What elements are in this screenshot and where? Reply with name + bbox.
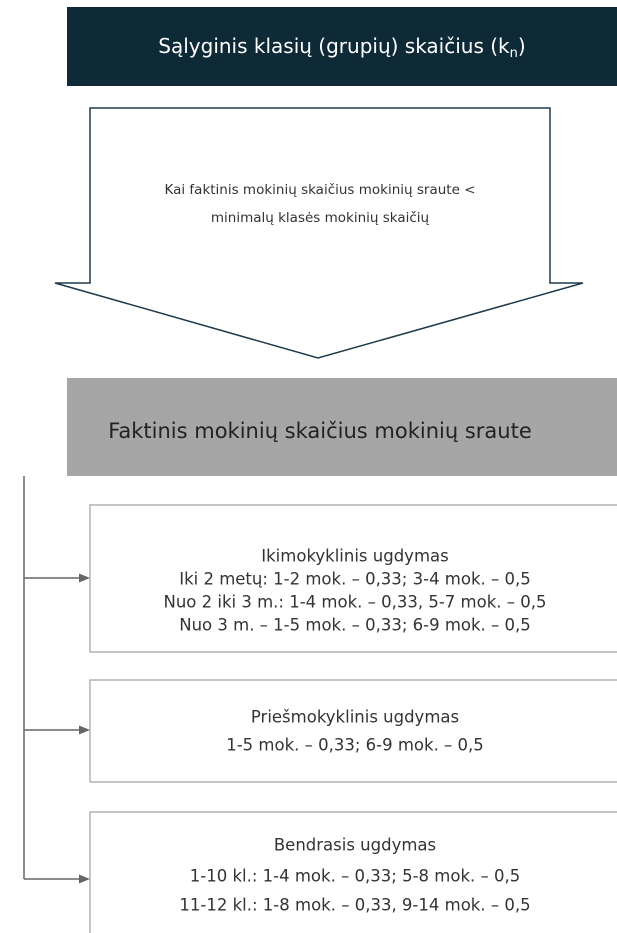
- branch-line: Ikimokyklinis ugdymas: [261, 547, 448, 566]
- branch-line: Nuo 2 iki 3 m.: 1-4 mok. – 0,33, 5-7 mok…: [164, 593, 547, 612]
- header-box: [67, 7, 617, 86]
- branch-box: [89, 504, 617, 653]
- header-title: Sąlyginis klasių (grupių) skaičius (kn): [158, 34, 525, 61]
- condition-line: Kai faktinis mokinių skaičius mokinių sr…: [164, 182, 475, 198]
- source-label: Faktinis mokinių skaičius mokinių sraute: [108, 419, 532, 443]
- branch-box: [89, 811, 617, 933]
- branches: Ikimokyklinis ugdymas Iki 2 metų: 1-2 mok…: [24, 504, 617, 933]
- branch-line: 1-5 mok. – 0,33; 6-9 mok. – 0,5: [226, 736, 484, 755]
- condition-line: minimalų klasės mokinių skaičių: [211, 210, 430, 226]
- branch-box: [89, 679, 617, 783]
- branch-line: 11-12 kl.: 1-8 mok. – 0,33, 9-14 mok. – …: [179, 896, 530, 915]
- branch-line: Iki 2 metų: 1-2 mok. – 0,33; 3-4 mok. – …: [179, 570, 531, 589]
- branch-arrowhead: [79, 874, 90, 884]
- branch-line: Bendrasis ugdymas: [274, 836, 436, 855]
- source-box: [67, 378, 617, 476]
- title-sub: n: [510, 46, 518, 61]
- title-end: ): [518, 34, 526, 58]
- branch-arrowhead: [79, 725, 90, 735]
- condition-arrow: [54, 107, 584, 359]
- branch-line: Priešmokyklinis ugdymas: [251, 708, 459, 727]
- branch-arrowhead: [79, 573, 90, 583]
- branch-line: 1-10 kl.: 1-4 mok. – 0,33; 5-8 mok. – 0,…: [190, 867, 520, 886]
- branch-line: Nuo 3 m. – 1-5 mok. – 0,33; 6-9 mok. – 0…: [179, 616, 531, 635]
- title-main: Sąlyginis klasių (grupių) skaičius (k: [158, 34, 510, 58]
